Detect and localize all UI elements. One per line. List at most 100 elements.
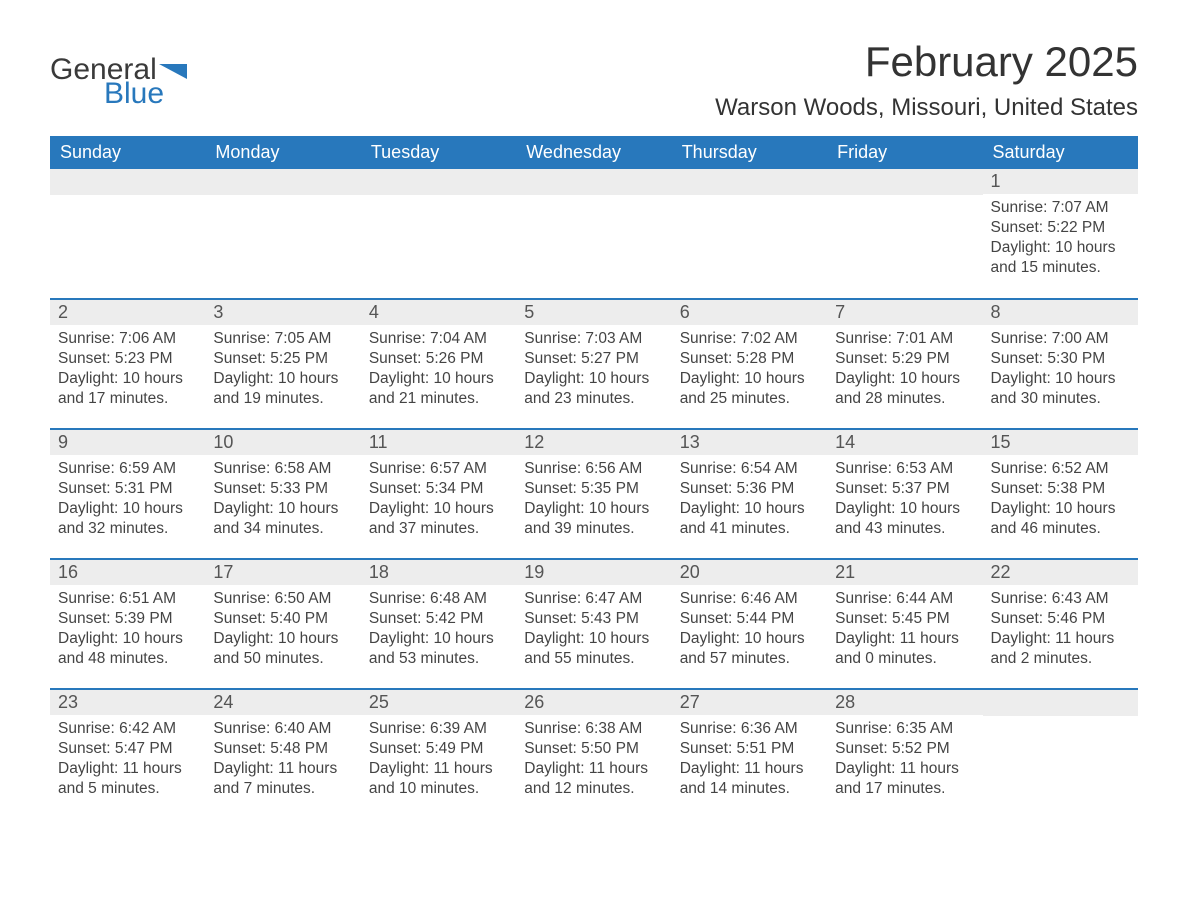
day-body: Sunrise: 6:50 AMSunset: 5:40 PMDaylight:… (205, 585, 360, 680)
day-number: 16 (50, 560, 205, 585)
daylight-line: Daylight: 10 hours and 32 minutes. (58, 499, 197, 539)
day-number: 4 (361, 300, 516, 325)
calendar-cell: 20Sunrise: 6:46 AMSunset: 5:44 PMDayligh… (672, 559, 827, 689)
sunset-line: Sunset: 5:26 PM (369, 349, 508, 369)
daylight-line: Daylight: 10 hours and 34 minutes. (213, 499, 352, 539)
daylight-line: Daylight: 11 hours and 0 minutes. (835, 629, 974, 669)
calendar-cell (983, 689, 1138, 819)
day-number (983, 690, 1138, 716)
day-body: Sunrise: 6:59 AMSunset: 5:31 PMDaylight:… (50, 455, 205, 550)
calendar-cell: 21Sunrise: 6:44 AMSunset: 5:45 PMDayligh… (827, 559, 982, 689)
day-number: 12 (516, 430, 671, 455)
sunset-line: Sunset: 5:28 PM (680, 349, 819, 369)
day-number: 1 (983, 169, 1138, 194)
calendar-week: 2Sunrise: 7:06 AMSunset: 5:23 PMDaylight… (50, 299, 1138, 429)
day-number: 17 (205, 560, 360, 585)
logo-word2: Blue (104, 77, 187, 111)
sunrise-line: Sunrise: 6:35 AM (835, 719, 974, 739)
day-number: 7 (827, 300, 982, 325)
day-body: Sunrise: 6:35 AMSunset: 5:52 PMDaylight:… (827, 715, 982, 810)
calendar-cell: 11Sunrise: 6:57 AMSunset: 5:34 PMDayligh… (361, 429, 516, 559)
sunset-line: Sunset: 5:38 PM (991, 479, 1130, 499)
dow-header: Wednesday (516, 136, 671, 169)
daylight-line: Daylight: 11 hours and 7 minutes. (213, 759, 352, 799)
day-number (516, 169, 671, 195)
calendar-cell: 2Sunrise: 7:06 AMSunset: 5:23 PMDaylight… (50, 299, 205, 429)
sunrise-line: Sunrise: 6:38 AM (524, 719, 663, 739)
day-body: Sunrise: 6:39 AMSunset: 5:49 PMDaylight:… (361, 715, 516, 810)
sunrise-line: Sunrise: 6:39 AM (369, 719, 508, 739)
calendar-cell (50, 169, 205, 299)
calendar-cell: 16Sunrise: 6:51 AMSunset: 5:39 PMDayligh… (50, 559, 205, 689)
day-body: Sunrise: 7:05 AMSunset: 5:25 PMDaylight:… (205, 325, 360, 420)
sunset-line: Sunset: 5:42 PM (369, 609, 508, 629)
day-number: 10 (205, 430, 360, 455)
daylight-line: Daylight: 10 hours and 39 minutes. (524, 499, 663, 539)
calendar-cell: 24Sunrise: 6:40 AMSunset: 5:48 PMDayligh… (205, 689, 360, 819)
sunrise-line: Sunrise: 6:36 AM (680, 719, 819, 739)
day-number: 9 (50, 430, 205, 455)
day-body: Sunrise: 6:57 AMSunset: 5:34 PMDaylight:… (361, 455, 516, 550)
calendar-cell: 6Sunrise: 7:02 AMSunset: 5:28 PMDaylight… (672, 299, 827, 429)
day-number: 3 (205, 300, 360, 325)
calendar-week: 9Sunrise: 6:59 AMSunset: 5:31 PMDaylight… (50, 429, 1138, 559)
sunset-line: Sunset: 5:27 PM (524, 349, 663, 369)
day-body: Sunrise: 6:36 AMSunset: 5:51 PMDaylight:… (672, 715, 827, 810)
day-number: 23 (50, 690, 205, 715)
sunrise-line: Sunrise: 7:06 AM (58, 329, 197, 349)
calendar-cell (672, 169, 827, 299)
calendar-week: 1Sunrise: 7:07 AMSunset: 5:22 PMDaylight… (50, 169, 1138, 299)
calendar-cell (361, 169, 516, 299)
calendar-cell: 4Sunrise: 7:04 AMSunset: 5:26 PMDaylight… (361, 299, 516, 429)
daylight-line: Daylight: 10 hours and 50 minutes. (213, 629, 352, 669)
day-number: 11 (361, 430, 516, 455)
day-number: 24 (205, 690, 360, 715)
sunrise-line: Sunrise: 7:04 AM (369, 329, 508, 349)
calendar-week: 16Sunrise: 6:51 AMSunset: 5:39 PMDayligh… (50, 559, 1138, 689)
calendar-cell: 18Sunrise: 6:48 AMSunset: 5:42 PMDayligh… (361, 559, 516, 689)
day-number (50, 169, 205, 195)
sunset-line: Sunset: 5:30 PM (991, 349, 1130, 369)
sunset-line: Sunset: 5:48 PM (213, 739, 352, 759)
dow-header: Saturday (983, 136, 1138, 169)
sunset-line: Sunset: 5:31 PM (58, 479, 197, 499)
calendar-cell: 8Sunrise: 7:00 AMSunset: 5:30 PMDaylight… (983, 299, 1138, 429)
day-body: Sunrise: 6:44 AMSunset: 5:45 PMDaylight:… (827, 585, 982, 680)
logo: General Blue (50, 56, 187, 111)
day-number (205, 169, 360, 195)
day-number: 25 (361, 690, 516, 715)
calendar-cell: 25Sunrise: 6:39 AMSunset: 5:49 PMDayligh… (361, 689, 516, 819)
daylight-line: Daylight: 10 hours and 17 minutes. (58, 369, 197, 409)
calendar-cell: 22Sunrise: 6:43 AMSunset: 5:46 PMDayligh… (983, 559, 1138, 689)
day-body: Sunrise: 7:04 AMSunset: 5:26 PMDaylight:… (361, 325, 516, 420)
calendar-cell: 14Sunrise: 6:53 AMSunset: 5:37 PMDayligh… (827, 429, 982, 559)
daylight-line: Daylight: 10 hours and 46 minutes. (991, 499, 1130, 539)
day-number (827, 169, 982, 195)
calendar-cell: 7Sunrise: 7:01 AMSunset: 5:29 PMDaylight… (827, 299, 982, 429)
sunrise-line: Sunrise: 7:00 AM (991, 329, 1130, 349)
sunset-line: Sunset: 5:29 PM (835, 349, 974, 369)
daylight-line: Daylight: 10 hours and 53 minutes. (369, 629, 508, 669)
day-number: 26 (516, 690, 671, 715)
calendar-cell: 28Sunrise: 6:35 AMSunset: 5:52 PMDayligh… (827, 689, 982, 819)
sunrise-line: Sunrise: 6:42 AM (58, 719, 197, 739)
sunset-line: Sunset: 5:25 PM (213, 349, 352, 369)
dow-header: Thursday (672, 136, 827, 169)
daylight-line: Daylight: 11 hours and 2 minutes. (991, 629, 1130, 669)
day-number: 15 (983, 430, 1138, 455)
calendar-cell: 15Sunrise: 6:52 AMSunset: 5:38 PMDayligh… (983, 429, 1138, 559)
calendar-cell: 23Sunrise: 6:42 AMSunset: 5:47 PMDayligh… (50, 689, 205, 819)
sunset-line: Sunset: 5:37 PM (835, 479, 974, 499)
day-body: Sunrise: 7:02 AMSunset: 5:28 PMDaylight:… (672, 325, 827, 420)
day-number: 20 (672, 560, 827, 585)
sunrise-line: Sunrise: 7:05 AM (213, 329, 352, 349)
sunset-line: Sunset: 5:43 PM (524, 609, 663, 629)
day-number: 27 (672, 690, 827, 715)
daylight-line: Daylight: 10 hours and 43 minutes. (835, 499, 974, 539)
daylight-line: Daylight: 11 hours and 10 minutes. (369, 759, 508, 799)
day-number: 8 (983, 300, 1138, 325)
day-number: 14 (827, 430, 982, 455)
sunrise-line: Sunrise: 6:48 AM (369, 589, 508, 609)
day-number: 6 (672, 300, 827, 325)
day-body: Sunrise: 7:07 AMSunset: 5:22 PMDaylight:… (983, 194, 1138, 289)
